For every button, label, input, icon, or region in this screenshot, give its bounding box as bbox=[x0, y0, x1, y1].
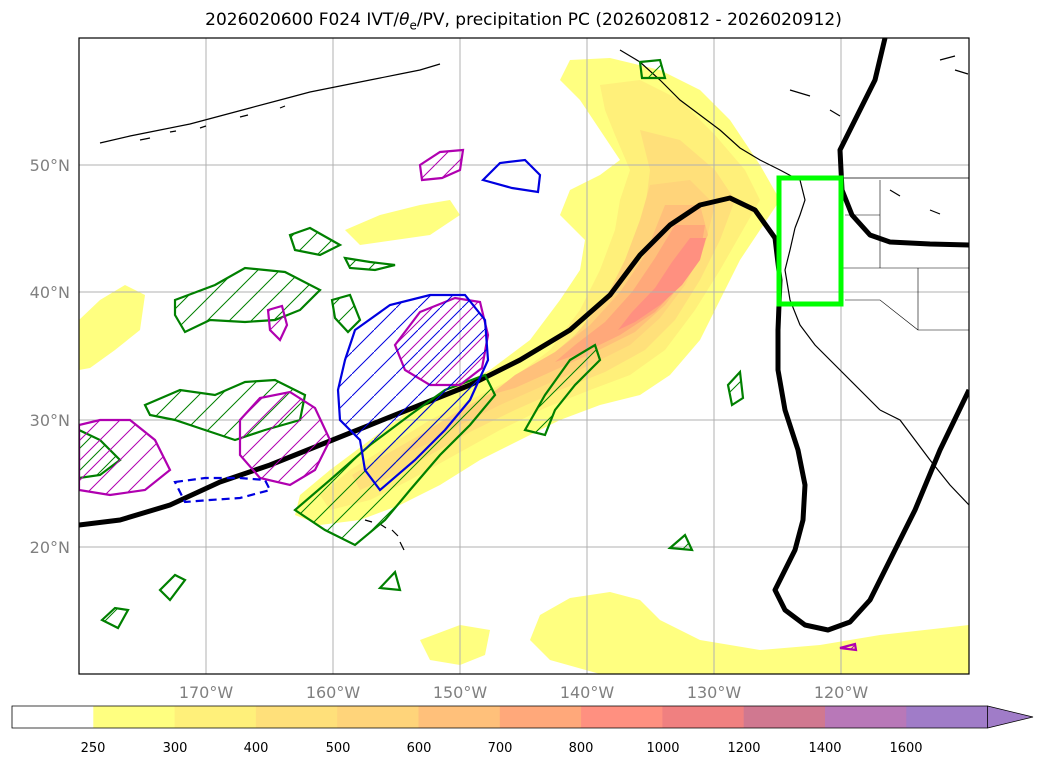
pv-magenta-small bbox=[266, 304, 289, 342]
colorbar-swatch bbox=[499, 706, 582, 728]
page-title: 2026020600 F024 IVT/θe/PV, precipitation… bbox=[205, 10, 842, 33]
pv-green-small-2 bbox=[330, 293, 362, 334]
coast-bit-east bbox=[789, 55, 969, 215]
alaska-coast bbox=[99, 63, 441, 144]
ivt-800-region bbox=[618, 238, 706, 330]
cb-tick-400: 400 bbox=[244, 741, 269, 756]
pv-green-e-1 bbox=[726, 369, 745, 407]
colorbar-labels: 250 300 400 500 600 700 800 1000 1200 14… bbox=[81, 741, 923, 756]
bc-coast bbox=[794, 179, 806, 229]
pv-green-tongue bbox=[523, 343, 602, 437]
pv-blue-central bbox=[336, 293, 490, 492]
colorbar-outline bbox=[11, 705, 988, 729]
colorbar-swatch bbox=[12, 706, 94, 728]
cb-tick-300: 300 bbox=[163, 741, 188, 756]
ivt-600-region bbox=[490, 205, 708, 395]
pv-negative-contours bbox=[173, 158, 542, 504]
pv-green-northcentral bbox=[288, 226, 343, 257]
ivt-700-region bbox=[555, 225, 705, 362]
colorbar-swatch bbox=[418, 706, 501, 728]
lon-tick-130w: 130°W bbox=[687, 683, 742, 702]
pv-green-se bbox=[667, 533, 694, 552]
lon-tick-120w: 120°W bbox=[814, 683, 869, 702]
pv-green-sw-1 bbox=[158, 573, 187, 602]
us-west-coast bbox=[784, 227, 881, 411]
pv-green-box bbox=[638, 58, 667, 80]
lat-tick-30n: 30°N bbox=[30, 411, 70, 430]
lon-tick-150w: 150°W bbox=[433, 683, 488, 702]
ivt-250-west bbox=[79, 285, 145, 370]
lat-tick-labels: 20°N 30°N 40°N 50°N bbox=[30, 156, 70, 557]
colorbar-extend-arrow bbox=[987, 705, 1034, 729]
theta-e-north-contour bbox=[837, 38, 969, 248]
cb-tick-1000: 1000 bbox=[646, 741, 679, 756]
cb-tick-600: 600 bbox=[407, 741, 432, 756]
aleutian-islands bbox=[139, 105, 286, 141]
lon-tick-140w: 140°W bbox=[560, 683, 615, 702]
ivt-250-south bbox=[530, 592, 969, 674]
cb-tick-800: 800 bbox=[569, 741, 594, 756]
cb-tick-1600: 1600 bbox=[889, 741, 922, 756]
colorbar-swatch bbox=[337, 706, 419, 728]
cb-tick-700: 700 bbox=[488, 741, 513, 756]
map-border bbox=[78, 37, 970, 675]
cb-tick-250: 250 bbox=[81, 741, 106, 756]
baja-coast bbox=[879, 409, 969, 506]
colorbar-swatch bbox=[825, 706, 907, 728]
lon-tick-170w: 170°W bbox=[179, 683, 234, 702]
pv-magenta-mid bbox=[238, 390, 332, 487]
lat-tick-50n: 50°N bbox=[30, 156, 70, 175]
pv-blue-dashed bbox=[173, 476, 272, 504]
lon-tick-160w: 160°W bbox=[306, 683, 361, 702]
pv-magenta-west bbox=[79, 418, 172, 497]
lat-tick-40n: 40°N bbox=[30, 283, 70, 302]
colorbar-swatch bbox=[581, 706, 663, 728]
pv-green-small-1 bbox=[343, 256, 396, 272]
ivt-250-southwest bbox=[420, 625, 490, 665]
pv-green-hawaii bbox=[377, 569, 402, 592]
pv-green-sw-2 bbox=[100, 606, 130, 630]
lat-tick-20n: 20°N bbox=[30, 538, 70, 557]
ivt-500-region bbox=[400, 180, 715, 455]
pv-magenta-north bbox=[418, 148, 465, 182]
colorbar-swatch bbox=[906, 706, 989, 728]
pv-magenta-south bbox=[839, 642, 858, 652]
colorbar bbox=[11, 705, 1034, 729]
colorbar-swatch bbox=[662, 706, 745, 728]
target-region-box bbox=[776, 175, 844, 307]
pv-blue-north bbox=[480, 158, 542, 194]
colorbar-swatch bbox=[174, 706, 257, 728]
coastlines bbox=[99, 49, 969, 551]
state-borders bbox=[840, 180, 969, 331]
cb-tick-1400: 1400 bbox=[808, 741, 841, 756]
colorbar-swatch bbox=[255, 706, 338, 728]
ivt-250-central bbox=[345, 200, 460, 245]
colorbar-swatch bbox=[743, 706, 826, 728]
lon-tick-labels: 170°W 160°W 150°W 140°W 130°W 120°W bbox=[179, 683, 869, 702]
cb-tick-500: 500 bbox=[326, 741, 351, 756]
colorbar-swatch bbox=[93, 706, 176, 728]
cb-tick-1200: 1200 bbox=[727, 741, 760, 756]
